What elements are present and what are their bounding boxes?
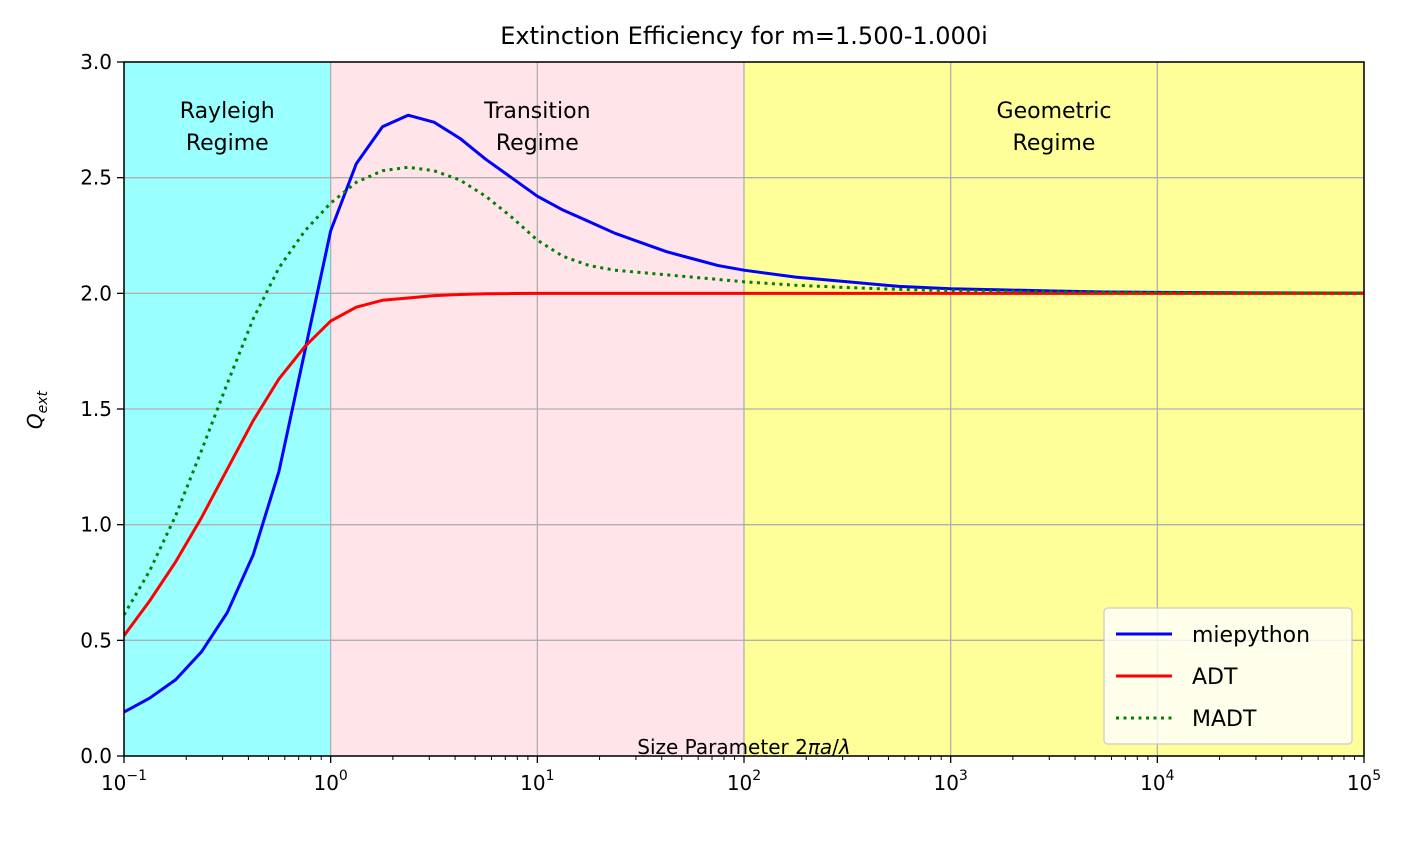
y-tick-label: 2.0 xyxy=(80,281,112,305)
x-axis-label-slash: / xyxy=(832,735,839,759)
x-tick-label: 103 xyxy=(933,768,967,795)
x-tick-exponent: 4 xyxy=(1166,768,1175,784)
x-tick-base: 10 xyxy=(727,771,752,795)
x-tick-base: 10 xyxy=(1140,771,1165,795)
x-tick-base: 10 xyxy=(313,771,338,795)
y-tick-label: 1.0 xyxy=(80,513,112,537)
y-axis-ticks: 0.0 0.5 1.0 1.5 2.0 2.5 3.0 xyxy=(80,50,124,768)
x-tick-base: 10 xyxy=(933,771,958,795)
x-tick-base: 10 xyxy=(520,771,545,795)
x-axis-label: Size Parameter 2πa/λ xyxy=(637,735,850,759)
region-label-line1: Geometric xyxy=(997,99,1112,124)
legend-label-madt: MADT xyxy=(1192,707,1257,732)
region-label-line1: Rayleigh xyxy=(180,99,275,124)
x-tick-label: 105 xyxy=(1347,768,1381,795)
chart-title: Extinction Efficiency for m=1.500-1.000i xyxy=(500,22,988,50)
y-axis-label-sub: ext xyxy=(35,390,51,413)
y-tick-label: 1.5 xyxy=(80,397,112,421)
y-axis-label-main: Q xyxy=(23,413,47,429)
legend-label-adt: ADT xyxy=(1192,665,1238,690)
x-tick-exponent: 1 xyxy=(546,768,555,784)
region-label-line1: Transition xyxy=(483,99,590,124)
x-tick-label: 10−1 xyxy=(101,768,147,795)
x-tick-label: 100 xyxy=(313,768,347,795)
y-tick-label: 2.5 xyxy=(80,166,112,190)
x-tick-exponent: 2 xyxy=(752,768,761,784)
x-tick-label: 104 xyxy=(1140,768,1174,795)
y-axis-label: Qext xyxy=(23,390,51,429)
x-axis-label-lambda: λ xyxy=(838,735,851,759)
x-tick-label: 101 xyxy=(520,768,554,795)
x-axis-label-pi: π xyxy=(808,735,821,759)
x-tick-base: 10 xyxy=(1347,771,1372,795)
regime-labels: Rayleigh Regime Transition Regime Geometric R… xyxy=(180,99,1112,156)
x-tick-exponent: 0 xyxy=(339,768,348,784)
x-tick-label: 102 xyxy=(727,768,761,795)
series-line-miepython xyxy=(124,113,1364,714)
x-axis-label-prefix: Size Parameter 2 xyxy=(637,735,808,759)
y-tick-label: 0.0 xyxy=(80,744,112,768)
legend: miepython ADT MADT xyxy=(1103,607,1353,745)
legend-label-miepython: miepython xyxy=(1192,623,1310,648)
series-lines xyxy=(124,113,1364,714)
region-label-line2: Regime xyxy=(496,131,579,156)
x-tick-exponent: −1 xyxy=(126,768,147,784)
x-tick-exponent: 3 xyxy=(959,768,968,784)
x-tick-exponent: 5 xyxy=(1372,768,1381,784)
legend-box xyxy=(1103,607,1353,745)
y-tick-label: 0.5 xyxy=(80,628,112,652)
x-axis-label-a: a xyxy=(820,735,832,759)
y-tick-label: 3.0 xyxy=(80,50,112,74)
region-label-line2: Regime xyxy=(1013,131,1096,156)
x-tick-base: 10 xyxy=(101,771,126,795)
series-line-adt xyxy=(124,291,1364,637)
region-label-line2: Regime xyxy=(186,131,269,156)
x-axis-ticks: 10−1 100 101 102 103 104 105 xyxy=(101,756,1381,795)
